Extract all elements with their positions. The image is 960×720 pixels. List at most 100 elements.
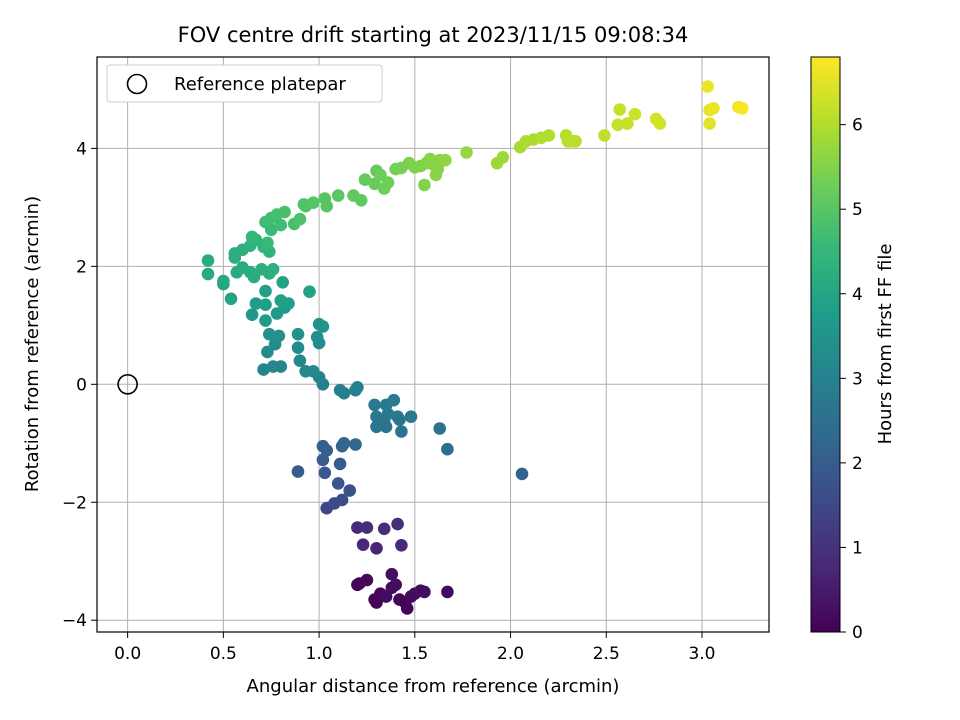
reference-point — [117, 374, 138, 395]
x-axis-label: Angular distance from reference (arcmin) — [247, 676, 620, 697]
data-point — [701, 80, 714, 93]
data-point — [266, 263, 280, 276]
data-point — [431, 162, 445, 176]
data-point — [224, 292, 238, 306]
data-point — [418, 178, 431, 192]
data-point — [331, 189, 345, 202]
data-point — [439, 153, 452, 167]
x-tick-label: 3.0 — [688, 644, 715, 664]
data-point — [320, 199, 334, 213]
data-point — [368, 177, 381, 191]
data-point — [628, 107, 642, 121]
data-point — [613, 103, 626, 116]
data-point — [441, 585, 454, 599]
data-point — [245, 308, 259, 322]
data-point — [297, 198, 311, 211]
data-point — [703, 117, 716, 130]
data-point — [385, 567, 399, 581]
data-point — [569, 135, 582, 148]
y-tick-label: 0 — [76, 375, 87, 395]
data-point — [395, 425, 408, 438]
y-tick-label: −4 — [62, 611, 87, 631]
data-point — [598, 129, 611, 142]
data-point — [247, 270, 261, 284]
data-point — [201, 267, 215, 281]
colorbar-tick-label: 6 — [852, 116, 863, 136]
legend: Reference platepar — [106, 64, 383, 103]
data-point — [358, 173, 372, 186]
data-point — [387, 393, 401, 407]
data-point — [381, 176, 395, 189]
data-point — [441, 442, 454, 456]
chart-title: FOV centre drift starting at 2023/11/15 … — [178, 23, 689, 47]
y-axis-ticks: −4 −2 0 2 4 — [62, 139, 97, 631]
x-tick-label: 1.0 — [306, 644, 333, 664]
data-point — [377, 522, 391, 536]
data-point — [351, 578, 364, 592]
data-point — [611, 118, 625, 132]
data-point — [274, 294, 288, 307]
x-tick-label: 0.5 — [210, 644, 237, 664]
data-point — [374, 168, 387, 182]
data-point — [653, 117, 667, 130]
data-point — [360, 521, 374, 534]
data-point — [515, 467, 529, 481]
data-point — [274, 360, 288, 373]
data-point — [274, 218, 288, 232]
data-point — [333, 383, 347, 397]
x-tick-label: 2.5 — [593, 644, 620, 664]
data-point — [307, 365, 320, 378]
x-tick-label: 0.0 — [114, 644, 141, 664]
data-point — [217, 274, 230, 288]
data-point — [307, 196, 320, 209]
data-point — [389, 578, 403, 592]
data-point — [496, 151, 510, 164]
data-point — [291, 465, 305, 478]
data-point — [707, 102, 720, 115]
data-point — [291, 327, 305, 341]
grid — [97, 57, 769, 632]
data-point — [335, 493, 349, 507]
data-point — [201, 254, 215, 267]
colorbar-tick-label: 0 — [852, 623, 863, 643]
colorbar-tick-label: 3 — [852, 369, 863, 389]
colorbar-tick-label: 2 — [852, 454, 863, 474]
data-point — [349, 438, 362, 451]
data-point — [259, 314, 272, 327]
scatter-points — [201, 80, 749, 615]
colorbar: 0 1 2 3 4 5 6 Hours from first FF file — [810, 56, 896, 643]
data-point — [333, 457, 347, 471]
colorbar-tick-label: 1 — [852, 538, 863, 558]
legend-label: Reference platepar — [174, 74, 346, 95]
data-point — [370, 542, 383, 555]
legend-box — [106, 64, 383, 103]
data-point — [395, 539, 408, 552]
y-tick-label: −2 — [62, 493, 87, 513]
legend-marker — [126, 73, 148, 95]
data-point — [735, 102, 749, 115]
y-tick-label: 2 — [76, 257, 87, 277]
data-point — [337, 437, 351, 450]
data-point — [351, 381, 364, 394]
data-point — [400, 602, 414, 615]
reference-marker — [117, 374, 138, 395]
data-point — [316, 320, 330, 333]
data-point — [312, 336, 326, 350]
plot-frame — [96, 56, 770, 633]
data-point — [259, 298, 272, 312]
colorbar-tick-label: 4 — [852, 285, 863, 305]
colorbar-gradient — [810, 56, 841, 633]
colorbar-label: Hours from first FF file — [875, 244, 896, 445]
data-point — [278, 205, 291, 219]
data-point — [261, 345, 274, 359]
data-point — [257, 363, 270, 376]
data-point — [318, 466, 332, 480]
data-point — [368, 398, 381, 412]
data-point — [259, 284, 272, 298]
data-point — [393, 413, 406, 427]
data-point — [460, 146, 473, 159]
data-point — [331, 477, 345, 490]
data-point — [404, 410, 418, 424]
data-point — [351, 521, 364, 534]
